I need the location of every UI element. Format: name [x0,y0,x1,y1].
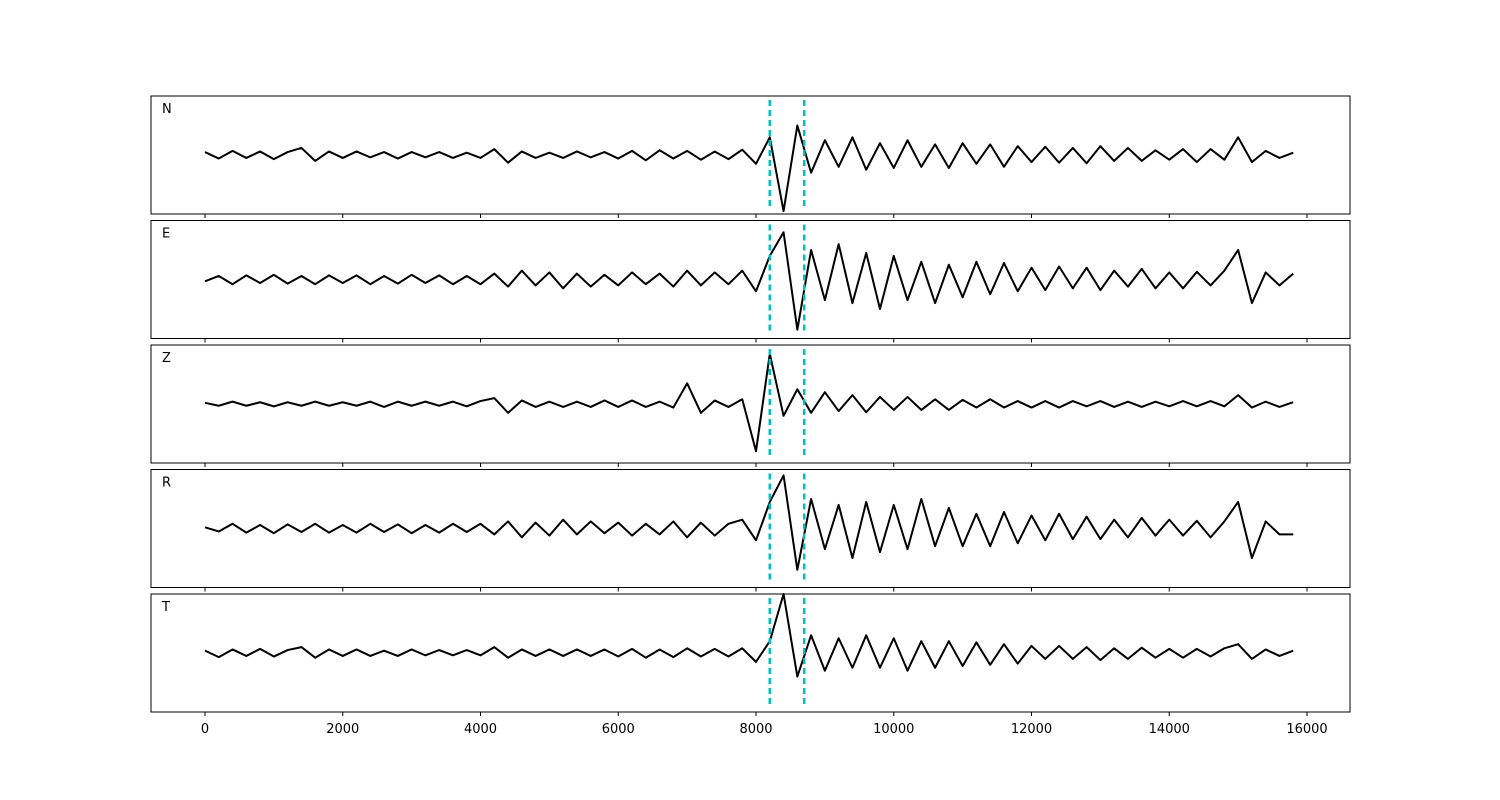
x-tick-label: 10000 [873,722,914,737]
x-tick-label: 4000 [464,722,497,737]
x-tick-label: 0 [201,722,209,737]
trace [204,352,1294,453]
panel-frame [150,95,1351,215]
panel-label: N [162,102,172,117]
panel-label: T [161,600,170,615]
trace [204,231,1294,331]
panel-label: R [162,476,171,491]
x-tick-label: 8000 [739,722,772,737]
panel-label: Z [162,351,171,366]
panel-frame [150,469,1351,588]
panel-frame [150,344,1351,464]
x-tick-label: 2000 [326,722,359,737]
trace [204,474,1294,571]
panel-frame [150,220,1351,339]
panel-frame [150,593,1351,713]
x-tick-label: 12000 [1011,722,1052,737]
trace [204,124,1294,213]
trace [204,593,1294,678]
x-tick-label: 16000 [1286,722,1327,737]
x-tick-label: 14000 [1149,722,1190,737]
x-tick-label: 6000 [602,722,635,737]
panel-label: E [162,227,170,242]
